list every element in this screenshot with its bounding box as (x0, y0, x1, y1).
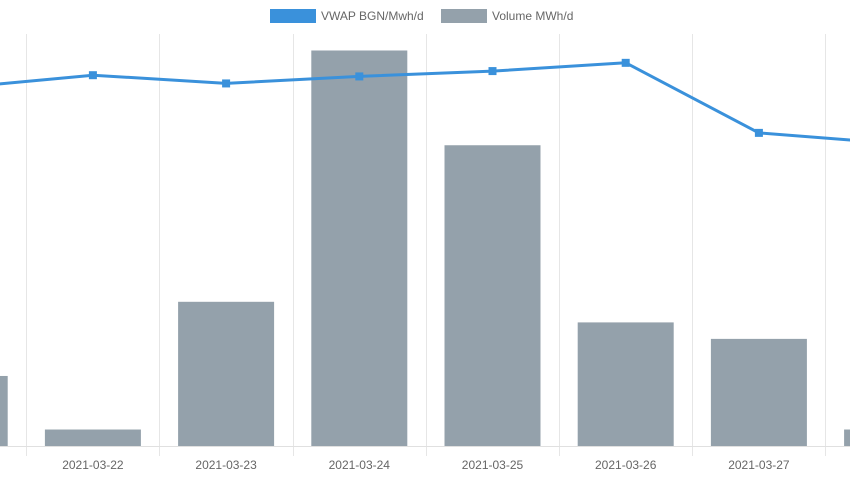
bar-2021-03-22[interactable] (44, 429, 141, 446)
legend: VWAP BGN/Mwh/d Volume MWh/d (270, 9, 573, 23)
line-point-2021-03-23[interactable] (222, 79, 231, 88)
grid-layer (0, 34, 850, 456)
x-tick-label: 2021-03-23 (195, 458, 257, 472)
x-tick-label: 2021-03-24 (329, 458, 391, 472)
x-tick-label: 2021-03-27 (728, 458, 790, 472)
line-point-2021-03-24[interactable] (355, 72, 364, 81)
x-tick-label: 2021-03-26 (595, 458, 657, 472)
bar-2021-03-25[interactable] (444, 145, 541, 447)
bar-2021-03-21[interactable] (0, 375, 8, 446)
x-tick-label: 2021-03-22 (62, 458, 124, 472)
legend-swatch-vwap[interactable] (270, 9, 316, 23)
vwap-line (0, 61, 850, 142)
legend-label-volume[interactable]: Volume MWh/d (492, 9, 573, 23)
bar-2021-03-26[interactable] (577, 322, 674, 446)
line-layer (0, 58, 850, 142)
x-tick-label: 2021-03-25 (462, 458, 524, 472)
axis-layer: 2021-03-22 2021-03-23 2021-03-24 2021-03-25… (62, 458, 790, 472)
legend-label-vwap[interactable]: VWAP BGN/Mwh/d (321, 9, 424, 23)
bar-2021-03-28[interactable] (844, 429, 850, 446)
line-point-2021-03-25[interactable] (488, 67, 497, 76)
line-point-2021-03-22[interactable] (88, 71, 97, 80)
bar-2021-03-27[interactable] (710, 338, 807, 446)
bar-layer (0, 50, 850, 447)
line-point-2021-03-27[interactable] (754, 128, 763, 137)
legend-swatch-volume[interactable] (441, 9, 487, 23)
line-point-2021-03-26[interactable] (621, 58, 630, 67)
bar-2021-03-23[interactable] (178, 301, 275, 446)
bar-2021-03-24[interactable] (311, 50, 408, 446)
